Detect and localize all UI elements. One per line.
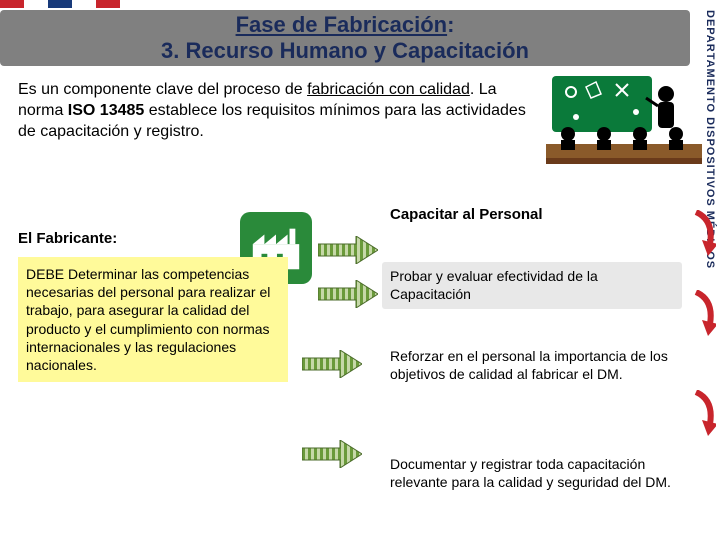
curve-arrow-icon <box>686 390 716 440</box>
intro-underline: fabricación con calidad <box>307 81 470 98</box>
manufacturer-text: DEBE Determinar las competencias necesar… <box>18 257 288 382</box>
arrow-icon <box>302 440 362 468</box>
arrow-icon <box>318 280 378 308</box>
title-part-2: 3. Recurso Humano y Capacitación <box>161 38 529 63</box>
title-colon: : <box>447 12 454 37</box>
stripe <box>72 0 96 8</box>
curve-arrow-icon <box>686 290 716 340</box>
top-color-stripes <box>0 0 120 8</box>
stripe <box>0 0 24 8</box>
intro-paragraph: Es un componente clave del proceso de fa… <box>18 80 528 142</box>
intro-iso: ISO 13485 <box>68 102 145 119</box>
title-bar: Fase de Fabricación: 3. Recurso Humano y… <box>0 10 690 66</box>
stripe <box>96 0 120 8</box>
arrow-icon <box>302 350 362 378</box>
stripe <box>24 0 48 8</box>
step-4: Documentar y registrar toda capacitación… <box>382 450 682 497</box>
page-title: Fase de Fabricación: 3. Recurso Humano y… <box>161 12 529 65</box>
manufacturer-block: El Fabricante: DEBE Determinar las compe… <box>18 230 288 382</box>
curve-arrow-icon <box>686 210 716 260</box>
classroom-illustration <box>546 72 702 182</box>
step-1: Capacitar al Personal <box>382 200 682 231</box>
arrow-icon <box>318 236 378 264</box>
intro-text: Es un componente clave del proceso de <box>18 81 307 98</box>
step-3: Reforzar en el personal la importancia d… <box>382 342 682 389</box>
step-2: Probar y evaluar efectividad de la Capac… <box>382 262 682 309</box>
manufacturer-title: El Fabricante: <box>18 230 288 247</box>
stripe <box>48 0 72 8</box>
title-part-1: Fase de Fabricación <box>236 12 448 37</box>
